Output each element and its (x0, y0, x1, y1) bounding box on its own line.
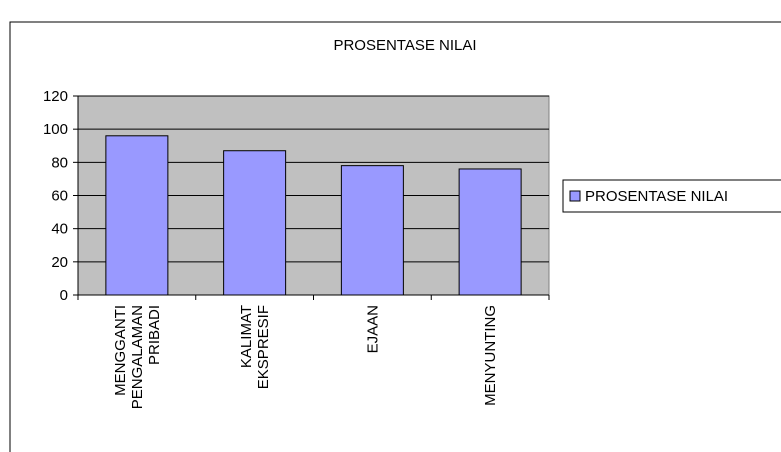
y-tick-label: 60 (51, 188, 68, 205)
bar (340, 165, 404, 296)
y-tick-label: 80 (51, 154, 68, 171)
x-tick-label-line: KALIMAT (238, 305, 255, 368)
x-tick-label-line: PENGALAMAN (129, 305, 146, 409)
bar (223, 150, 287, 296)
y-tick-label: 100 (43, 121, 68, 138)
x-tick-label-line: MENGGANTI (112, 305, 129, 396)
y-tick-label: 40 (51, 221, 68, 238)
y-tick-label: 0 (60, 287, 68, 304)
x-tick-label-line: EJAAN (364, 305, 381, 353)
bar (458, 168, 522, 296)
legend-swatch (569, 190, 581, 202)
chart-title: PROSENTASE NILAI (333, 37, 476, 54)
y-tick-label: 120 (43, 88, 68, 105)
x-tick-label-line: EKSPRESIF (255, 305, 272, 389)
y-tick-label: 20 (51, 254, 68, 271)
legend-box (562, 179, 781, 213)
x-tick-label: MENYUNTING (482, 305, 499, 406)
bar (105, 135, 169, 296)
x-tick-label: EJAAN (364, 305, 381, 353)
x-tick-label: MENGGANTIPENGALAMANPRIBADI (112, 305, 163, 409)
x-tick-label: KALIMATEKSPRESIF (238, 305, 272, 389)
x-tick-label-line: MENYUNTING (482, 305, 499, 406)
legend-label: PROSENTASE NILAI (585, 188, 728, 205)
x-tick-label-line: PRIBADI (146, 305, 163, 365)
